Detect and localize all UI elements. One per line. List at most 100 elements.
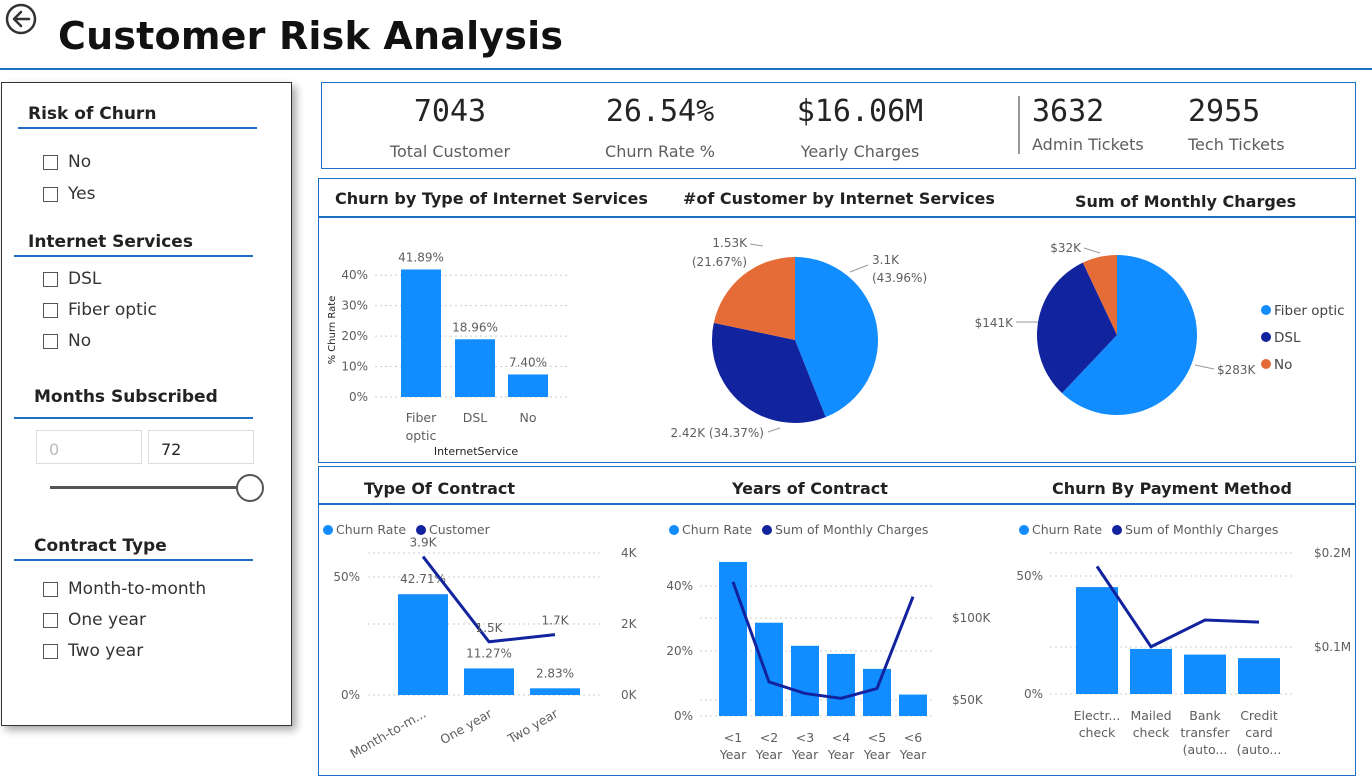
kpi-churn-rate-label: Churn Rate % [605, 142, 715, 161]
risk-option-no[interactable]: No [43, 152, 91, 172]
bar [1184, 654, 1226, 694]
x-tick-label: (auto... [1183, 742, 1228, 757]
x-tick-label: <5 [868, 730, 886, 745]
chart-title-churn-internet: Churn by Type of Internet Services [335, 189, 648, 208]
checkbox[interactable] [43, 612, 58, 628]
back-arrow-icon[interactable] [4, 2, 38, 36]
x-tick-label: check [1133, 725, 1170, 740]
chart-title-customers-internet: #of Customer by Internet Services [683, 189, 995, 208]
header-divider [0, 68, 1372, 70]
x-tick-label: Bank [1189, 708, 1221, 723]
checkbox[interactable] [43, 186, 58, 202]
bar [530, 688, 580, 695]
months-slicer-title: Months Subscribed [34, 387, 218, 407]
checkbox[interactable] [43, 302, 58, 318]
y-tick-label: 20% [666, 644, 693, 658]
legend-label: Churn Rate [1032, 522, 1102, 537]
data-label: 2.42K (34.37%) [670, 426, 764, 440]
months-max-input[interactable]: 72 [148, 430, 254, 464]
kpi-admin-tickets-label: Admin Tickets [1032, 135, 1144, 154]
legend-label: Fiber optic [1274, 303, 1345, 319]
data-label: 2.83% [536, 666, 574, 680]
bar [398, 594, 448, 695]
option-label: No [68, 331, 92, 351]
x-tick-label: Month-to-m... [347, 706, 428, 762]
months-min-input[interactable]: 0 [36, 430, 142, 464]
bar [1076, 587, 1118, 694]
internet-slicer-title: Internet Services [28, 232, 193, 252]
risk-option-yes[interactable]: Yes [43, 184, 95, 204]
leader-line [749, 243, 764, 247]
bar [464, 668, 514, 695]
data-label: $141K [975, 316, 1015, 330]
contract-slicer-title: Contract Type [34, 536, 167, 556]
data-label: 3.9K [410, 536, 438, 550]
pie-slice [1082, 255, 1117, 335]
x-tick-label: Electr... [1074, 708, 1121, 723]
y-tick-label: 50% [1016, 569, 1043, 583]
data-label: (43.96%) [872, 271, 927, 285]
checkbox[interactable] [43, 333, 58, 349]
kpi-yearly-charges-value: $16.06M [796, 94, 924, 129]
legend-marker [1019, 525, 1029, 535]
checkbox[interactable] [43, 154, 58, 170]
data-label: $32K [1050, 241, 1082, 255]
line-series [1095, 565, 1260, 649]
data-label: 1.5K [476, 621, 504, 635]
y-tick-label: 0% [349, 390, 368, 404]
x-tick-label: <3 [796, 730, 814, 745]
option-label: DSL [68, 269, 102, 289]
line-series [421, 555, 556, 644]
data-label: $283K [1217, 363, 1257, 377]
data-label: 1.7K [542, 614, 570, 628]
option-label: Month-to-month [68, 579, 207, 599]
y-tick-label: 0% [674, 709, 693, 723]
contract-option-month[interactable]: Month-to-month [43, 579, 206, 599]
checkbox[interactable] [43, 271, 58, 287]
checkbox[interactable] [43, 581, 58, 597]
y-tick-label: 10% [341, 360, 368, 374]
bar [1238, 658, 1280, 694]
internet-option-no[interactable]: No [43, 331, 91, 351]
data-label: 7.40% [509, 355, 547, 369]
y-tick-label: 40% [341, 268, 368, 282]
data-label: 18.96% [452, 320, 498, 334]
y2-tick-label: 2K [621, 617, 638, 631]
months-slider-track[interactable] [50, 486, 250, 489]
y2-tick-label: $0.2M [1314, 546, 1351, 560]
option-label: Fiber optic [68, 300, 157, 320]
kpi-total-customer-value: 7043 [413, 94, 487, 129]
leader-line [849, 264, 869, 273]
bottom-panel-rule [318, 503, 1356, 505]
y-tick-label: 20% [341, 329, 368, 343]
line-series [731, 581, 915, 700]
page-title: Customer Risk Analysis [58, 14, 564, 58]
contract-option-one-year[interactable]: One year [43, 610, 146, 630]
pie-slice [1062, 255, 1198, 415]
x-tick-label: Fiber [406, 410, 437, 425]
risk-slicer-rule [18, 127, 257, 129]
x-tick-label: <1 [724, 730, 742, 745]
chart-title-type-contract: Type Of Contract [364, 479, 516, 498]
x-tick-label: Credit [1240, 708, 1278, 723]
y-tick-label: 30% [341, 299, 368, 313]
data-label: 3.1K [872, 253, 900, 267]
legend-marker [1261, 359, 1271, 369]
internet-option-fiber[interactable]: Fiber optic [43, 300, 157, 320]
checkbox[interactable] [43, 643, 58, 659]
chart-title-monthly-charges: Sum of Monthly Charges [1075, 192, 1297, 211]
months-slider-handle[interactable] [236, 474, 264, 502]
top-charts-panel [318, 178, 1356, 463]
leader-line [1083, 247, 1101, 254]
leader-line [767, 427, 781, 433]
y2-tick-label: 4K [621, 546, 638, 560]
internet-option-dsl[interactable]: DSL [43, 269, 101, 289]
contract-option-two-year[interactable]: Two year [43, 641, 143, 661]
data-label: 41.89% [398, 250, 444, 264]
legend-marker [323, 525, 333, 535]
pie-slice [713, 257, 795, 340]
legend-marker [669, 525, 679, 535]
legend-label: No [1274, 357, 1292, 373]
x-tick-label: DSL [463, 410, 488, 425]
data-label: (21.67%) [692, 255, 747, 269]
